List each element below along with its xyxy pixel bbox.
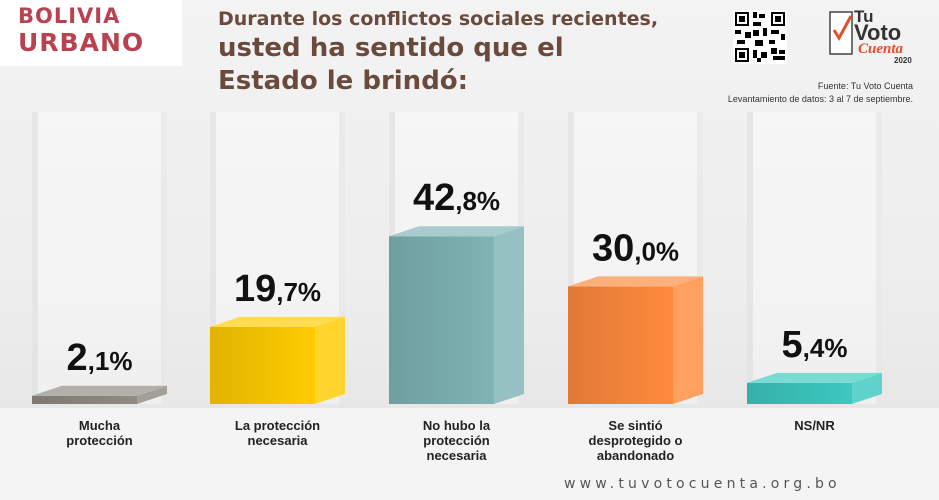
glass-edge-left-4 bbox=[568, 112, 574, 404]
value-label-3: 42,8% bbox=[413, 177, 500, 219]
glass-column-1 bbox=[32, 112, 167, 404]
value-label-int-1: 2 bbox=[67, 337, 88, 379]
bar-side-2 bbox=[315, 316, 345, 404]
bar-1 bbox=[32, 395, 137, 404]
footer-url[interactable]: www.tuvotocuenta.org.bo bbox=[564, 476, 841, 492]
bar-top-4 bbox=[568, 276, 703, 287]
bar-side-1 bbox=[137, 385, 167, 404]
category-label-4: Se sintió desprotegido o abandonado bbox=[588, 418, 683, 463]
category-label-2: La protección necesaria bbox=[234, 418, 321, 448]
bar-4 bbox=[568, 286, 673, 404]
value-label-4: 30,0% bbox=[592, 227, 679, 269]
logo-text-cuenta: Cuenta bbox=[858, 41, 904, 57]
glass-edge-left-5 bbox=[747, 112, 753, 404]
value-label-dec-5: ,4% bbox=[803, 333, 848, 363]
category-label-5: NS/NR bbox=[794, 418, 835, 433]
value-label-int-5: 5 bbox=[782, 324, 803, 366]
brand-line-2: URBANO bbox=[18, 28, 145, 57]
value-label-int-3: 42 bbox=[413, 177, 455, 219]
logo-year: 2020 bbox=[894, 56, 912, 65]
category-label-3: No hubo la protección necesaria bbox=[422, 418, 491, 463]
bar-3 bbox=[389, 236, 494, 404]
value-label-dec-3: ,8% bbox=[455, 186, 500, 216]
logo-text-voto: Voto bbox=[854, 20, 901, 45]
bar-top-3 bbox=[389, 226, 524, 237]
glass-edge-right-4 bbox=[697, 112, 703, 404]
value-label-2: 19,7% bbox=[234, 268, 321, 310]
value-label-1: 2,1% bbox=[67, 337, 133, 379]
bar-top-5 bbox=[747, 372, 882, 383]
qr-code-icon bbox=[733, 10, 787, 64]
glass-edge-left-1 bbox=[32, 112, 38, 404]
value-label-5: 5,4% bbox=[782, 324, 848, 366]
value-label-dec-1: ,1% bbox=[88, 346, 133, 376]
glass-edge-right-1 bbox=[161, 112, 167, 404]
value-label-dec-4: ,0% bbox=[634, 236, 679, 266]
glass-edge-right-5 bbox=[876, 112, 882, 404]
brand-line-1: BOLIVIA bbox=[18, 4, 121, 28]
bar-side-3 bbox=[494, 226, 524, 404]
glass-column-5 bbox=[747, 112, 882, 404]
bar-side-5 bbox=[852, 372, 882, 404]
source-note: Fuente: Tu Voto Cuenta Levantamiento de … bbox=[728, 80, 913, 106]
chart-floor bbox=[0, 408, 939, 500]
chart-title-line-2: usted ha sentido que el bbox=[218, 33, 564, 63]
value-label-int-2: 19 bbox=[234, 268, 276, 310]
bar-5 bbox=[747, 382, 852, 404]
bar-2 bbox=[210, 326, 315, 404]
bar-top-1 bbox=[32, 385, 167, 396]
value-label-int-4: 30 bbox=[592, 227, 634, 269]
value-label-dec-2: ,7% bbox=[276, 277, 321, 307]
chart-title-line-3: Estado le brindó: bbox=[218, 66, 469, 96]
glass-edge-right-2 bbox=[339, 112, 345, 404]
bar-side-4 bbox=[673, 276, 703, 404]
source-line-2: Levantamiento de datos: 3 al 7 de septie… bbox=[727, 94, 913, 104]
chart-title-line-1: Durante los conflictos sociales reciente… bbox=[218, 8, 659, 30]
glass-edge-left-2 bbox=[210, 112, 216, 404]
logo-text-tu: Tu bbox=[854, 7, 874, 26]
tu-voto-cuenta-logo: Tu Voto Cuenta 2020 bbox=[829, 7, 912, 65]
bar-top-2 bbox=[210, 316, 345, 327]
category-label-1: Mucha protección bbox=[66, 418, 133, 448]
source-line-1: Fuente: Tu Voto Cuenta bbox=[817, 81, 913, 91]
brand-box: BOLIVIA URBANO bbox=[0, 0, 182, 66]
